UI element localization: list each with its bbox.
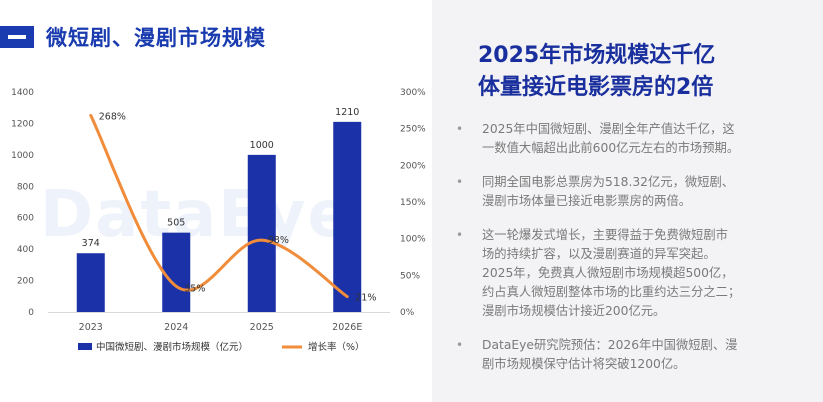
- bar-data-label: 1000: [250, 140, 274, 151]
- bar: [76, 253, 105, 312]
- y-right-tick-label: 250%: [400, 125, 426, 135]
- y-left-tick-label: 1200: [11, 119, 34, 129]
- title-marker: [0, 26, 34, 48]
- bullet-text-line: 2025年，免费真人微短剧市场规模超500亿，: [482, 266, 734, 280]
- page-title: 微短剧、漫剧市场规模: [46, 26, 266, 50]
- bar-data-label: 374: [82, 238, 100, 249]
- y-right-tick-label: 0%: [400, 308, 415, 318]
- bullet-text-line: 这一轮爆发式增长，主要得益于免费微短剧市: [482, 228, 728, 242]
- title-dash: [8, 35, 26, 39]
- bullet-dot: •: [456, 175, 464, 189]
- bullet-dot: •: [456, 338, 464, 352]
- bullet-dot: •: [456, 122, 464, 136]
- x-tick-label: 2025: [250, 322, 274, 333]
- bar-data-label: 1210: [335, 107, 359, 118]
- watermark: DataEye: [40, 178, 353, 252]
- line-data-label: 268%: [99, 111, 126, 122]
- bullet-text-line: 一数值大幅超出此前600亿元左右的市场预期。: [482, 141, 740, 155]
- bullet-dot: •: [456, 228, 464, 242]
- y-left-tick-label: 0: [28, 308, 34, 318]
- y-left-tick-label: 1000: [11, 151, 34, 161]
- bar: [333, 121, 362, 312]
- summary-panel: [432, 0, 823, 402]
- y-left-tick-label: 400: [17, 245, 34, 255]
- y-left-tick-label: 600: [17, 214, 34, 224]
- bullet-list: • 2025年中国微短剧、漫剧全年产值达千亿，这 一数值大幅超出此前600亿元左右的…: [456, 120, 802, 389]
- bar-data-label: 505: [167, 218, 185, 229]
- bar: [162, 232, 191, 312]
- line-data-label: 21%: [355, 293, 376, 304]
- bullet-text-line: 漫剧市场体量已接近电影票房的两倍。: [482, 194, 692, 208]
- headline-line-2: 体量接近电影票房的2倍: [478, 75, 714, 100]
- y-right-tick-label: 300%: [400, 88, 426, 98]
- line-data-label: 35%: [184, 283, 205, 294]
- y-left-tick-label: 1400: [11, 88, 34, 98]
- bullet-text-line: 同期全国电影总票房为518.32亿元，微短剧、: [482, 175, 735, 189]
- bullet-item: • DataEye研究院预估：2026年中国微短剧、漫 剧市场规模保守估计将突破12…: [456, 336, 802, 374]
- x-tick-label: 2026E: [332, 322, 362, 333]
- line-data-label: 98%: [268, 235, 289, 246]
- y-left-tick-label: 200: [17, 277, 34, 287]
- market-size-chart: 0 200 400 600 800 1000 1200 1400 0% 50% 100% 150% 20…: [11, 88, 426, 353]
- x-tick-label: 2023: [79, 322, 103, 333]
- y-right-tick-label: 50%: [400, 271, 420, 281]
- y-left-tick-label: 800: [17, 182, 34, 192]
- bullet-text-line: 2025年中国微短剧、漫剧全年产值达千亿，这: [482, 122, 735, 136]
- y-right-tick-label: 150%: [400, 198, 426, 208]
- y-right-tick-label: 100%: [400, 235, 426, 245]
- legend-bar-label: 中国微短剧、漫剧市场规模（亿元）: [96, 341, 248, 353]
- bullet-text-line: 剧市场规模保守估计将突破1200亿。: [482, 357, 686, 371]
- bar: [247, 154, 276, 312]
- x-tick-label: 2024: [164, 322, 188, 333]
- bullet-item: • 2025年中国微短剧、漫剧全年产值达千亿，这 一数值大幅超出此前600亿元左右的…: [456, 120, 802, 158]
- growth-rate-line: [89, 113, 349, 299]
- y-right-tick-label: 200%: [400, 161, 426, 171]
- bullet-text-line: 约占真人微短剧整体市场的比重约达三分之二；: [482, 285, 741, 299]
- bullet-text-line: DataEye研究院预估：2026年中国微短剧、漫: [482, 338, 738, 352]
- bullet-text-line: 漫剧市场规模估计接近200亿元。: [482, 304, 666, 318]
- legend-line-label: 增长率（%）: [308, 341, 365, 353]
- legend-bar-swatch: [78, 343, 92, 350]
- headline-line-1: 2025年市场规模达千亿: [478, 43, 716, 68]
- bullet-text-line: 场的持续扩容，以及漫剧赛道的异军突起。: [482, 247, 716, 261]
- bullet-item: • 这一轮爆发式增长，主要得益于免费微短剧市 场的持续扩容，以及漫剧赛道的异军突起。…: [456, 226, 802, 321]
- bullet-item: • 同期全国电影总票房为518.32亿元，微短剧、 漫剧市场体量已接近电影票房的两倍…: [456, 173, 802, 211]
- headline: 2025年市场规模达千亿 体量接近电影票房的2倍: [478, 40, 798, 104]
